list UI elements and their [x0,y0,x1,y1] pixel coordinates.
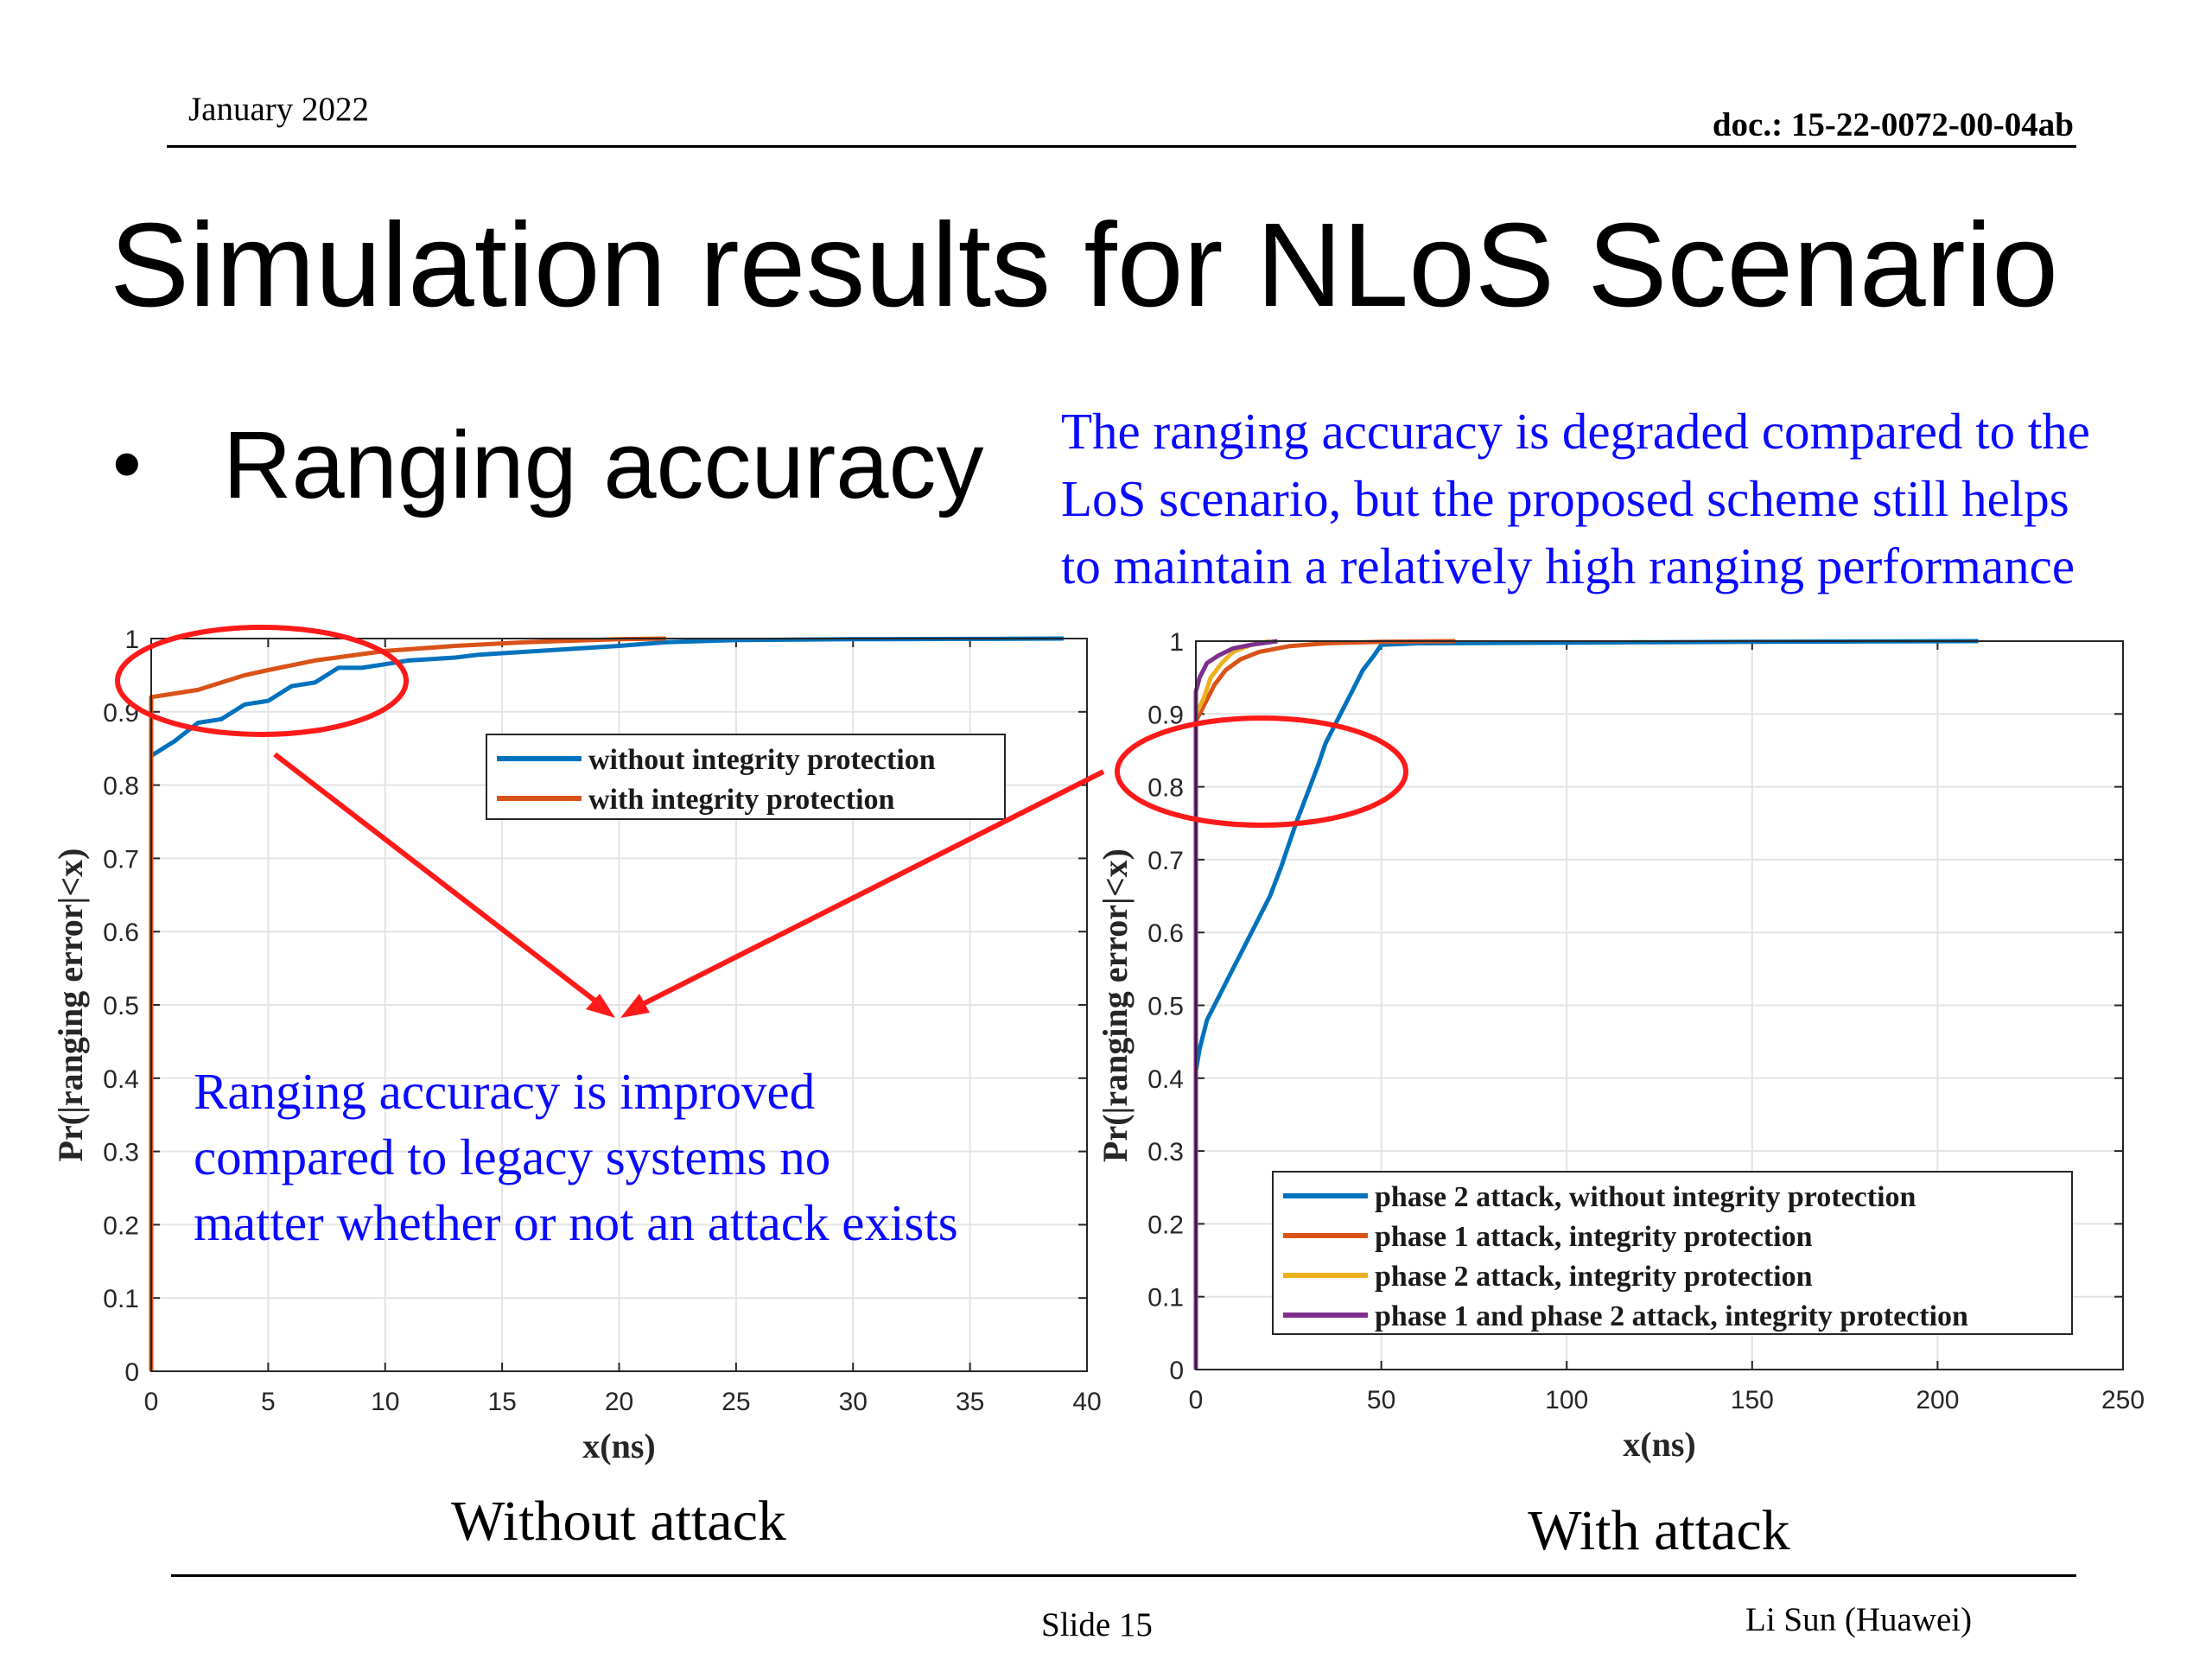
legend-entry: phase 1 attack, integrity protection [1375,1221,1813,1253]
arrow-shaft [273,752,602,1007]
y-tick-label: 0.2 [1147,1211,1184,1239]
y-tick-label: 0 [1169,1357,1184,1385]
y-tick-label: 0.5 [103,992,139,1020]
y-axis-label: Pr(|ranging error|<x) [51,849,90,1162]
y-tick-label: 0.2 [103,1211,139,1240]
header-rule [167,145,2076,148]
x-tick-label: 5 [261,1388,276,1416]
chart-1: 0 5 10 15 20 25 30 35 40 0 0.1 0.2 0.3 0.4 0.5 0.6 0.7 0.… [51,626,1102,1553]
highlight-ellipse [1115,715,1408,828]
x-tick-label: 0 [1189,1386,1204,1414]
y-tick-label: 0.7 [1147,847,1184,875]
y-axis-label: Pr(|ranging error|<x) [1096,849,1135,1162]
slide-title: Simulation results for NLoS Scenario [110,199,2059,332]
chart-2: 0 50 100 150 200 250 0 0.1 0.2 0.3 0.4 0.5 0.6 0.7 0.8… [1096,628,2145,1562]
legend-entry: with integrity protection [588,784,895,816]
y-tick-label: 0.6 [1147,919,1184,948]
footer-slide-number: Slide 15 [1041,1606,1153,1643]
header-date: January 2022 [188,91,370,128]
legend: without integrity protection with integri… [486,734,1006,820]
x-tick-label: 30 [839,1388,868,1416]
legend-entry: phase 1 and phase 2 attack, integrity pr… [1375,1300,1968,1332]
y-tick-label: 0.4 [103,1065,139,1094]
note-top-line: The ranging accuracy is degraded compare… [1061,403,2090,460]
legend-box [1272,1171,2073,1335]
legend-entry: without integrity protection [588,744,936,776]
series-line [1193,639,1979,1370]
axes-box [1195,640,2124,1370]
arrow-shaft [636,769,1105,1009]
y-tick-label: 0.5 [1147,993,1184,1021]
note-bottom-line: Ranging accuracy is improved [194,1063,815,1120]
x-tick-label: 20 [605,1388,633,1416]
x-tick-label: 35 [956,1388,984,1416]
y-tick-label: 1 [124,626,139,654]
y-tick-label: 0.8 [1147,774,1184,803]
x-axis-label: x(ns) [1623,1425,1695,1464]
x-tick-label: 25 [721,1388,750,1416]
x-tick-label: 100 [1545,1386,1588,1414]
x-tick-label: 0 [144,1388,159,1416]
y-tick-label: 0 [124,1358,139,1387]
series-line [149,636,666,1371]
x-tick-label: 250 [2101,1386,2145,1414]
footer-rule [171,1574,2076,1577]
y-tick-label: 0.6 [103,918,139,947]
chart-caption: Without attack [451,1490,786,1553]
x-tick-label: 40 [1072,1388,1101,1416]
axes-box [150,638,1088,1372]
legend-entry: phase 2 attack, without integrity protec… [1375,1181,1916,1213]
y-tick-label: 0.3 [1147,1138,1184,1166]
x-tick-label: 200 [1916,1386,1959,1414]
x-tick-label: 10 [371,1388,399,1416]
note-bottom-line: matter whether or not an attack exists [194,1194,958,1251]
bullet-symbol: • [112,417,142,510]
x-tick-label: 150 [1731,1386,1774,1414]
series-line [1193,639,1456,1370]
note-top-line: LoS scenario, but the proposed scheme st… [1061,470,2069,527]
header-doc-id: doc.: 15-22-0072-00-04ab [1712,106,2074,143]
y-tick-label: 0.8 [103,772,139,801]
y-tick-label: 0.4 [1147,1065,1184,1094]
arrow-head [586,994,615,1018]
y-tick-label: 0.3 [103,1139,139,1167]
y-tick-label: 0.7 [103,845,139,874]
y-tick-label: 0.9 [1147,701,1184,729]
annotations [115,625,1408,1018]
y-tick-label: 0.1 [103,1285,139,1313]
footer-author: Li Sun (Huawei) [1745,1601,1973,1638]
note-bottom-line: compared to legacy systems no [194,1128,830,1185]
y-tick-label: 1 [1169,628,1184,657]
x-tick-label: 15 [487,1388,516,1416]
arrow-head [620,994,650,1018]
y-tick-label: 0.1 [1147,1284,1184,1313]
highlight-ellipse [115,625,409,737]
note-top: The ranging accuracy is degraded compare… [1061,397,2210,600]
chart-caption: With attack [1528,1499,1789,1562]
note-top-line: to maintain a relatively high ranging pe… [1061,537,2075,594]
legend-box [486,734,1006,820]
legend-entry: phase 2 attack, integrity protection [1375,1261,1813,1293]
bullet-text: Ranging accuracy [223,412,984,518]
x-tick-label: 50 [1367,1386,1395,1414]
legend: phase 2 attack, without integrity protec… [1272,1171,2073,1335]
x-axis-label: x(ns) [582,1427,655,1465]
